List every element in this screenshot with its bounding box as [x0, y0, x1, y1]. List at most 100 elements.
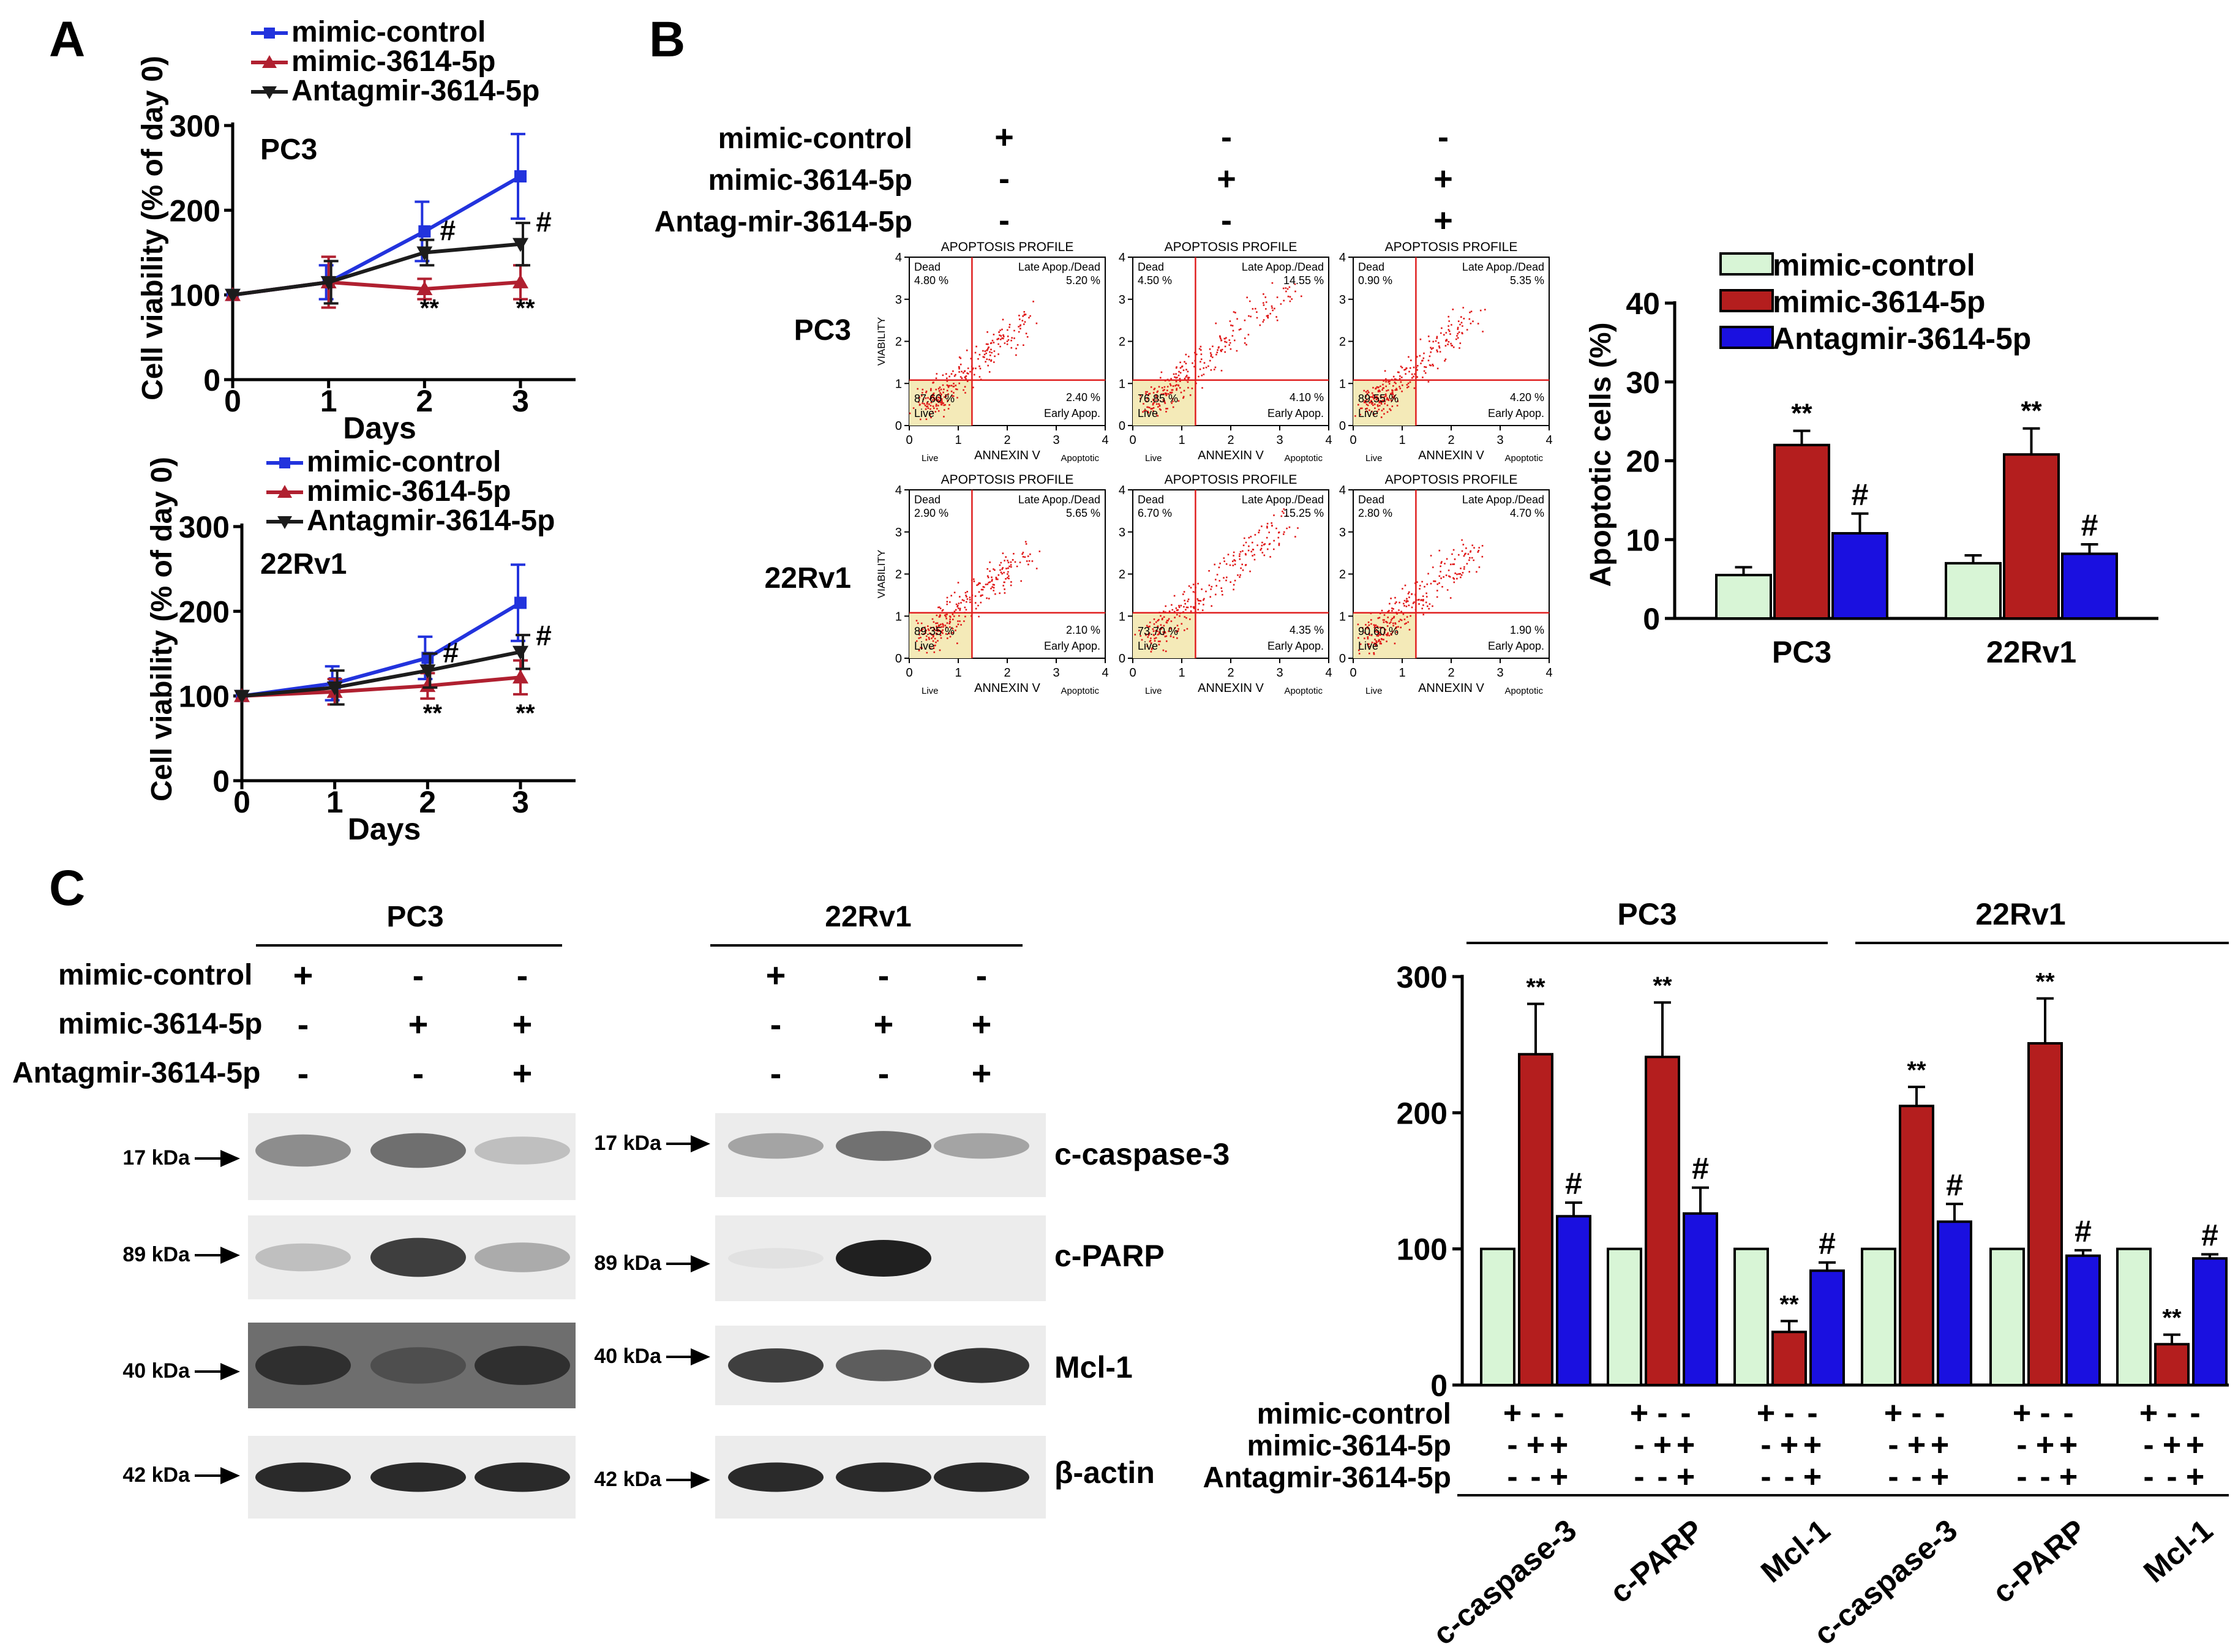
quadrant-late-value: 5.65 %: [1066, 507, 1100, 519]
blot-sign: +: [513, 1005, 533, 1043]
significance-mark: **: [516, 700, 535, 727]
bar-mimic-3614-5p: [2154, 1343, 2190, 1387]
data-point-Antagmir-3614-5p: [234, 689, 250, 704]
facs-row-label: 22Rv1: [765, 562, 851, 595]
quadrant-late-value: 5.20 %: [1066, 274, 1100, 287]
quadrant-dead-value: 6.70 %: [1138, 507, 1172, 519]
facs-x-tick-label: 0: [906, 434, 912, 447]
bar-sign: -: [2016, 1459, 2027, 1495]
bar-significance: #: [2081, 508, 2098, 543]
bar-significance: #: [1852, 478, 1869, 512]
facs-x-left-label: Live: [922, 686, 939, 696]
blot-protein-label: c-PARP: [1054, 1239, 1165, 1273]
bar-sign: -: [1657, 1395, 1667, 1431]
significance-mark: #: [443, 636, 459, 668]
bar-sign: -: [1657, 1459, 1667, 1495]
bar-sign: -: [1507, 1459, 1517, 1495]
quadrant-late-value: 14.55 %: [1283, 274, 1324, 287]
facs-x-left-label: Live: [1145, 453, 1162, 464]
y-tick-label: 100: [179, 680, 230, 714]
facs-y-axis-title: VIABILITY: [876, 550, 887, 598]
quadrant-early-value: 2.40 %: [1066, 391, 1100, 404]
bar-significance: #: [2075, 1214, 2092, 1248]
facs-x-right-label: Apoptotic: [1284, 453, 1323, 464]
blot-band: [475, 1346, 570, 1385]
bar-y-axis-title: Apoptotic cells (%): [1585, 322, 1617, 587]
bar-significance: **: [1779, 1291, 1799, 1318]
facs-y-tick-label: 2: [895, 568, 902, 582]
bar-sign: +: [2036, 1427, 2054, 1463]
facs-plot-title: APOPTOSIS PROFILE: [941, 473, 1074, 487]
blot-sign: +: [293, 956, 314, 994]
quadrant-live-value: 89.35 %: [914, 625, 955, 637]
blot-sign: +: [874, 1005, 894, 1043]
quadrant-late-label: Late Apop./Dead: [1242, 494, 1324, 506]
quadrant-early-label: Early Apop.: [1044, 640, 1100, 652]
quadrant-early-label: Early Apop.: [1267, 407, 1324, 419]
bar-sign: +: [2059, 1427, 2078, 1463]
blot-protein-label: c-caspase-3: [1054, 1137, 1230, 1171]
legend-label: mimic-control: [307, 446, 501, 478]
bar-significance: #: [1946, 1168, 1963, 1202]
bar-sign: -: [2166, 1395, 2177, 1431]
y-axis-title: Cell viability (% of day 0): [146, 457, 178, 802]
bar-group-header: PC3: [1617, 897, 1677, 931]
facs-x-left-label: Live: [1365, 686, 1383, 696]
facs-x-axis-title: ANNEXIN V: [1198, 449, 1264, 462]
facs-x-tick-label: 1: [955, 434, 961, 447]
facs-y-tick-label: 3: [1119, 526, 1125, 539]
facs-y-tick-label: 4: [1119, 251, 1125, 265]
facs-y-tick-label: 1: [895, 610, 902, 623]
bar-Antagmir-3614-5p: [1809, 1269, 1845, 1386]
viability-chart-pc3: 0 100 200 300 0 1 2 3 Days Cell viability (% of d…: [137, 16, 576, 445]
quadrant-early-label: Early Apop.: [1488, 407, 1544, 419]
facs-x-tick-label: 3: [1276, 434, 1283, 447]
bar-condition-label: mimic-3614-5p: [1247, 1430, 1452, 1462]
bar-mimic-3614-5p: [1645, 1056, 1680, 1386]
facs-row-label: PC3: [794, 314, 851, 347]
legend-label: Antagmir-3614-5p: [291, 75, 539, 107]
quadrant-late-value: 15.25 %: [1283, 507, 1324, 519]
blot-sign: -: [770, 1005, 782, 1043]
blot-band: [728, 1248, 824, 1269]
facs-y-tick-label: 2: [1339, 568, 1346, 582]
blot-condition-label: mimic-3614-5p: [58, 1008, 263, 1040]
legend-swatch: [1719, 326, 1774, 349]
significance-mark: #: [536, 206, 552, 238]
bar-sign: +: [1884, 1395, 1902, 1431]
blot-cell-header: 22Rv1: [825, 901, 911, 933]
bar-Antagmir-3614-5p: [2065, 1254, 2101, 1387]
bar-sign: +: [2059, 1459, 2078, 1495]
bar-sign: -: [1680, 1395, 1691, 1431]
x-tick-label: 1: [320, 384, 337, 418]
blot-protein-label: β-actin: [1054, 1455, 1155, 1490]
quadrant-dead-value: 4.50 %: [1138, 274, 1172, 287]
blot-sign: -: [770, 1054, 782, 1092]
blot-sign: -: [413, 1054, 424, 1092]
bar-sign: +: [2186, 1459, 2204, 1495]
facs-dots: [1357, 539, 1484, 655]
kda-marker-left: 42 kDa: [122, 1463, 190, 1487]
kda-arrow-left: [195, 1467, 240, 1484]
bar-sign: +: [1931, 1427, 1949, 1463]
bar-significance: **: [2021, 396, 2042, 426]
bar-sign: -: [2016, 1427, 2027, 1463]
quadrant-live-label: Live: [1138, 407, 1158, 419]
facs-x-tick-label: 1: [1399, 666, 1405, 680]
blot-band: [836, 1240, 931, 1277]
data-point-Antagmir-3614-5p: [419, 664, 436, 679]
kda-marker-right: 40 kDa: [594, 1345, 662, 1368]
bar-y-tick-label: 300: [1397, 960, 1448, 994]
y-tick-label: 0: [203, 363, 220, 397]
bar-mimic-3614-5p: [1773, 443, 1830, 620]
series-line-Antagmir-3614-5p: [232, 242, 521, 297]
facs-x-tick-label: 3: [1053, 434, 1059, 447]
facs-y-tick-label: 0: [1119, 652, 1125, 666]
bar-significance: **: [2162, 1305, 2182, 1332]
bar-sign: -: [2063, 1395, 2073, 1431]
x-tick-label: 0: [224, 384, 241, 418]
